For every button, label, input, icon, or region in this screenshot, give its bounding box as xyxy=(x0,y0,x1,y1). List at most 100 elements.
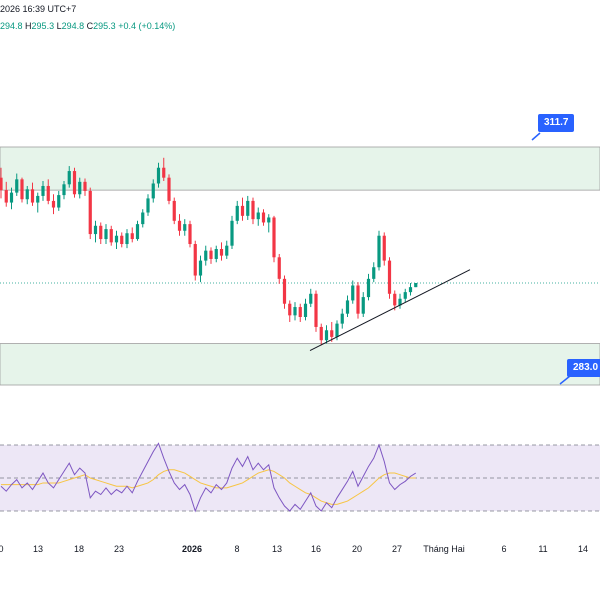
support-price-tag[interactable]: 283.0 xyxy=(567,359,600,377)
candle-body xyxy=(387,260,392,294)
candle-body xyxy=(214,249,218,259)
candle-body xyxy=(125,233,129,245)
candle-body xyxy=(78,181,82,195)
time-axis-label: Tháng Hai xyxy=(423,544,465,554)
candle-body xyxy=(319,326,323,341)
candle-body xyxy=(46,185,50,201)
candle-body xyxy=(240,205,245,216)
time-axis-label: 16 xyxy=(311,544,321,554)
candle-body xyxy=(41,185,45,196)
candle-body xyxy=(67,171,71,185)
candle-body xyxy=(298,307,302,317)
support-tag-pointer xyxy=(559,375,571,385)
time-axis-label: 20 xyxy=(352,544,362,554)
time-axis-label: 11 xyxy=(538,544,547,554)
candle-body xyxy=(83,181,87,191)
candle-body xyxy=(88,190,92,235)
candle-body xyxy=(261,212,266,223)
candle-body xyxy=(366,278,371,298)
ohlc-high: H295.3 xyxy=(25,21,55,31)
candle-body xyxy=(183,224,187,231)
candle-body xyxy=(198,260,203,276)
time-axis-label: 2026 xyxy=(182,544,202,554)
candle-body xyxy=(93,225,98,235)
candle-body xyxy=(235,205,239,221)
candle-body xyxy=(146,198,150,213)
candle-body xyxy=(398,298,402,306)
time-axis-label: 23 xyxy=(114,544,124,554)
candle-body xyxy=(151,183,155,199)
ohlc-low: L294.8 xyxy=(56,21,85,31)
candle-body xyxy=(340,313,344,324)
candle-body xyxy=(4,190,8,203)
ohlc-legend: 294.8 H295.3 L294.8 C295.3 +0.4 (+0.14%) xyxy=(0,21,175,31)
candle-body xyxy=(414,283,418,288)
candle-body xyxy=(141,212,145,225)
candle-body xyxy=(377,235,381,268)
candle-body xyxy=(272,217,276,258)
candle-body xyxy=(109,229,113,243)
candle-body xyxy=(324,330,329,341)
time-axis-label: 27 xyxy=(392,544,402,554)
candle-body xyxy=(330,330,334,337)
zones-layer xyxy=(0,146,600,386)
candle-body xyxy=(246,200,250,216)
candle-body xyxy=(345,300,350,314)
candle-body xyxy=(120,235,124,245)
time-axis-label: 13 xyxy=(272,544,282,554)
candle-body xyxy=(219,249,224,256)
candle-body xyxy=(114,235,119,243)
candle-body xyxy=(99,225,103,240)
rsi-ma-line xyxy=(1,469,416,505)
candle-body xyxy=(72,171,77,195)
time-axis-label: 6 xyxy=(501,544,506,554)
time-axis: 0 13 18 23 2026 8 13 16 20 27 Tháng Hai 6 11 14 xyxy=(0,544,588,554)
candle-body xyxy=(303,303,308,317)
resistance-price-tag[interactable]: 311.7 xyxy=(538,114,575,132)
time-axis-label: 13 xyxy=(33,544,43,554)
candle-body xyxy=(382,235,386,261)
candle-body xyxy=(351,285,355,301)
time-axis-label: 0 xyxy=(0,544,4,554)
candle-body xyxy=(335,323,339,337)
candle-body xyxy=(188,224,192,245)
ohlc-open: 294.8 xyxy=(0,21,23,31)
ohlc-change: +0.4 (+0.14%) xyxy=(118,21,176,31)
candle-body xyxy=(267,217,271,223)
candle-body xyxy=(204,250,208,261)
candle-body xyxy=(309,293,313,304)
candle-body xyxy=(130,233,134,240)
candle-body xyxy=(36,195,40,203)
support-zone xyxy=(0,343,600,386)
candle-body xyxy=(193,244,197,276)
candle-body xyxy=(57,195,61,208)
ascending-trendline xyxy=(309,269,471,351)
resistance-zone xyxy=(0,146,600,191)
candle-body xyxy=(230,220,234,246)
candle-body xyxy=(156,167,161,184)
candle-body xyxy=(356,285,360,314)
candles-layer xyxy=(0,157,418,346)
chart-header: 2026 16:39 UTC+7 xyxy=(0,4,76,14)
rsi-line xyxy=(0,442,417,513)
candle-body xyxy=(256,212,260,220)
candle-body xyxy=(30,189,35,203)
candle-body xyxy=(9,192,14,203)
candle-body xyxy=(167,177,171,201)
candle-body xyxy=(277,257,281,279)
time-axis-label: 14 xyxy=(578,544,588,554)
candle-body xyxy=(25,189,29,200)
candle-body xyxy=(172,200,176,221)
candle-body xyxy=(135,224,140,240)
candle-body xyxy=(162,167,166,178)
resistance-tag-pointer xyxy=(531,132,541,141)
candle-body xyxy=(288,303,292,316)
candle-body xyxy=(282,278,287,304)
candle-body xyxy=(15,179,19,193)
candle-body xyxy=(51,200,56,208)
candle-body xyxy=(408,287,413,293)
candle-body xyxy=(0,177,3,191)
candle-body xyxy=(361,297,365,314)
candle-body xyxy=(393,293,397,306)
